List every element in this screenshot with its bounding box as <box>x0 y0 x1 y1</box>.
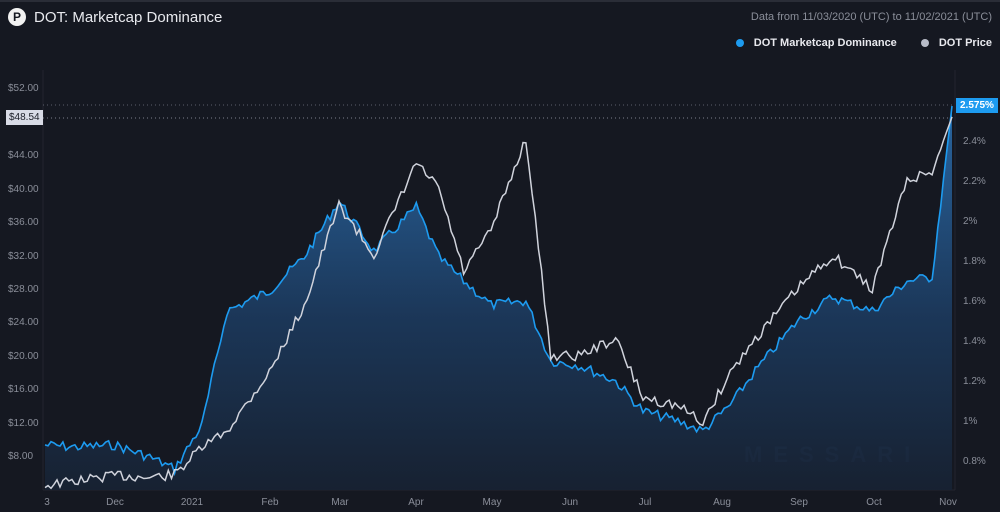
right-axis-tick: 2% <box>963 216 978 227</box>
x-axis-tick: Nov <box>939 497 957 508</box>
chart-legend: DOT Marketcap Dominance DOT Price <box>735 37 992 49</box>
dominance-line <box>44 105 953 477</box>
left-axis-tick: $12.00 <box>8 418 39 429</box>
x-axis-tick: Oct <box>866 497 882 508</box>
chart-series-layer <box>44 105 953 490</box>
right-axis-tick: 2.4% <box>963 136 986 147</box>
x-axis-tick: Apr <box>408 497 424 508</box>
left-axis-tick: $20.00 <box>8 351 39 362</box>
left-axis-tick: $32.00 <box>8 251 39 262</box>
left-axis-tick: $52.00 <box>8 83 39 94</box>
x-axis-tick: 3 <box>44 497 50 508</box>
x-axis-tick: May <box>482 497 502 508</box>
right-axis-tick: 1.6% <box>963 296 986 307</box>
price-dot-icon <box>920 39 929 47</box>
left-axis-tick: $8.00 <box>8 451 34 462</box>
left-axis-tick: $40.00 <box>8 184 39 195</box>
right-axis-tick: 1.4% <box>963 336 986 347</box>
left-axis-tick: $16.00 <box>8 384 39 395</box>
date-range: Data from 11/03/2020 (UTC) to 11/02/2021… <box>750 11 992 23</box>
left-axis-tick: $28.00 <box>8 284 39 295</box>
x-axis-tick: Mar <box>331 497 349 508</box>
x-axis-tick: Jul <box>638 497 652 508</box>
dominance-area <box>45 106 952 490</box>
legend-item-price[interactable]: DOT Price <box>920 37 992 49</box>
x-axis-tick: Dec <box>106 497 124 508</box>
price-crosshair-label: $48.54 <box>6 110 43 125</box>
dominance-dot-icon <box>735 39 744 47</box>
right-axis-tick: 2.2% <box>963 176 986 187</box>
legend-label: DOT Marketcap Dominance <box>753 37 897 49</box>
right-axis-tick: 0.8% <box>963 456 986 467</box>
x-axis-tick: Aug <box>713 497 731 508</box>
right-axis-tick: 1.2% <box>963 376 986 387</box>
x-axis-tick: Jun <box>561 497 579 508</box>
polkadot-logo-icon: P <box>8 8 26 26</box>
legend-item-dominance[interactable]: DOT Marketcap Dominance <box>735 37 897 49</box>
left-axis-tick: $24.00 <box>8 317 39 328</box>
chart-header: P DOT: Marketcap Dominance Data from 11/… <box>0 0 1000 40</box>
right-axis-tick: 1.8% <box>963 256 986 267</box>
x-axis-tick: 2021 <box>180 497 204 508</box>
legend-label: DOT Price <box>938 37 992 49</box>
price-line <box>44 116 953 490</box>
left-axis-tick: $36.00 <box>8 217 39 228</box>
right-axis-tick: 1% <box>963 416 978 427</box>
left-axis-tick: $44.00 <box>8 150 39 161</box>
dominance-crosshair-label: 2.575% <box>956 98 998 113</box>
chart-title: DOT: Marketcap Dominance <box>34 9 223 26</box>
x-axis-tick: Sep <box>790 497 808 508</box>
x-axis-tick: Feb <box>261 497 279 508</box>
